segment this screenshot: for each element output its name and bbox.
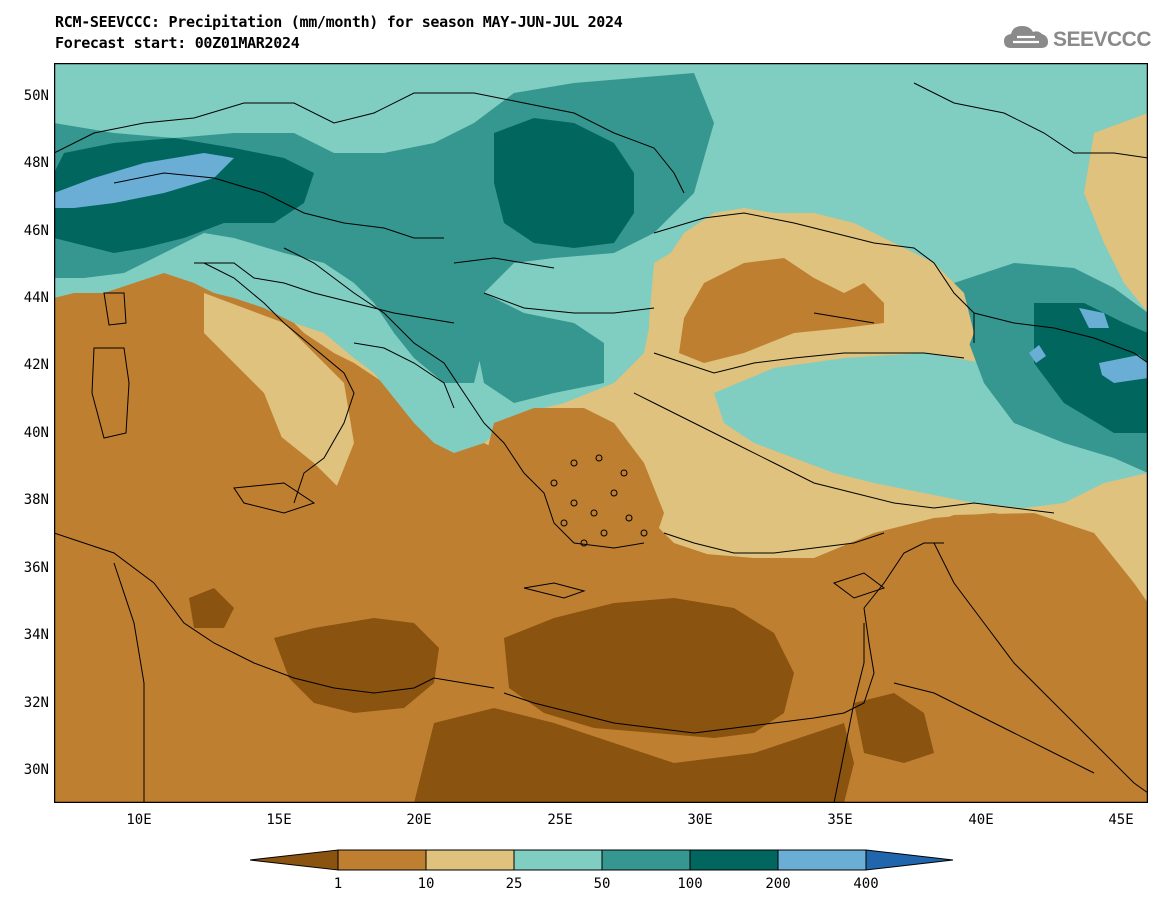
lon-label: 40E — [968, 812, 994, 828]
lat-label: 40N — [23, 425, 49, 441]
lon-label: 45E — [1108, 812, 1134, 828]
lat-label: 30N — [23, 762, 49, 778]
coastlines — [54, 82, 1148, 803]
aegean-islands — [550, 454, 648, 547]
colorbar-threshold: 100 — [677, 876, 703, 892]
cloud-icon — [1003, 22, 1049, 57]
lat-label: 44N — [23, 290, 49, 306]
lon-label: 35E — [827, 812, 853, 828]
colorbar-segment — [425, 849, 515, 871]
colorbar-threshold: 200 — [765, 876, 791, 892]
seevccc-logo: SEEVCCC — [1003, 22, 1152, 57]
colorbar-segment — [513, 849, 603, 871]
title-block: RCM-SEEVCCC: Precipitation (mm/month) fo… — [55, 12, 623, 54]
map-title: RCM-SEEVCCC: Precipitation (mm/month) fo… — [55, 13, 623, 31]
colorbar-threshold: 10 — [417, 876, 435, 892]
lat-label: 42N — [23, 357, 49, 373]
lat-label: 32N — [23, 695, 49, 711]
lon-label: 20E — [406, 812, 432, 828]
lat-label: 50N — [23, 88, 49, 104]
logo-text: SEEVCCC — [1052, 27, 1152, 51]
colorbar-segment — [601, 849, 691, 871]
lon-label: 30E — [687, 812, 713, 828]
lon-label: 15E — [266, 812, 292, 828]
lat-label: 38N — [23, 492, 49, 508]
lat-label: 48N — [23, 155, 49, 171]
colorbar-segment — [249, 849, 339, 871]
field-200-teal-dark — [494, 118, 634, 248]
lon-label: 10E — [126, 812, 152, 828]
colorbar-legend — [249, 848, 955, 881]
colorbar-segment — [865, 849, 954, 871]
lat-label: 34N — [23, 627, 49, 643]
colorbar-segment — [777, 849, 867, 871]
precipitation-map — [54, 63, 1148, 803]
colorbar-threshold: 400 — [853, 876, 879, 892]
forecast-start: Forecast start: 00Z01MAR2024 — [55, 34, 300, 52]
colorbar-segment — [689, 849, 779, 871]
colorbar-segment — [337, 849, 427, 871]
colorbar-threshold: 25 — [505, 876, 523, 892]
field-1-10-dark-brown — [504, 598, 794, 738]
lon-label: 25E — [547, 812, 573, 828]
lat-label: 46N — [23, 223, 49, 239]
lat-label: 36N — [23, 560, 49, 576]
colorbar-threshold: 50 — [593, 876, 611, 892]
field-400-blue — [54, 153, 234, 208]
colorbar-threshold: 1 — [333, 876, 343, 892]
